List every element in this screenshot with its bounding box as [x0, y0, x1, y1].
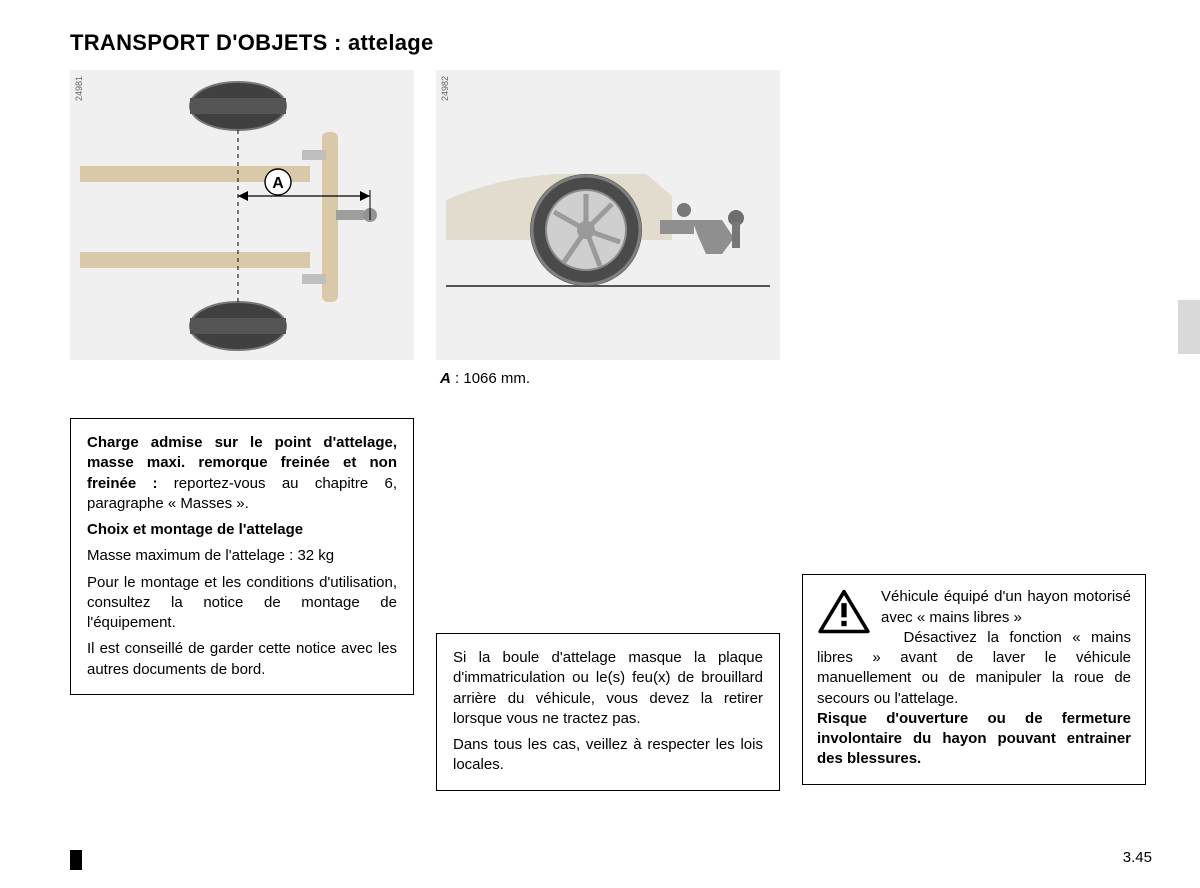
plate-warning-p2: Dans tous les cas, veillez à respecter l… [453, 735, 763, 776]
towbar-mass: Masse maximum de l'attelage : 32 kg [87, 546, 397, 566]
figure-id-right: 24982 [440, 76, 450, 101]
load-info-box: Charge admise sur le point d'attelage, m… [70, 418, 414, 695]
svg-text:A: A [272, 175, 284, 192]
figure-wheel-side: 24982 [436, 70, 780, 360]
hands-free-p3: Risque d'ouverture ou de fermeture invol… [817, 709, 1131, 770]
three-columns: 24981 [70, 70, 1152, 791]
manual-page: TRANSPORT D'OBJETS : attelage 24981 [0, 0, 1200, 888]
page-title: TRANSPORT D'OBJETS : attelage [70, 30, 1152, 56]
towbar-usage: Pour le montage et les conditions d'util… [87, 573, 397, 634]
figure-id-left: 24981 [74, 76, 84, 101]
page-number: 3.45 [1123, 849, 1152, 866]
section-tab [1178, 300, 1200, 354]
wheel-side-svg [436, 70, 780, 360]
warning-triangle-icon [817, 589, 871, 635]
plate-warning-box: Si la boule d'attelage masque la plaque … [436, 633, 780, 791]
hands-free-warning-box: Véhicule équipé d'un hayon motorisé avec… [802, 574, 1146, 784]
figure-chassis-top: 24981 [70, 70, 414, 360]
corner-marker [70, 850, 82, 870]
column-right: Véhicule équipé d'un hayon motorisé avec… [802, 70, 1146, 791]
column-middle: 24982 [436, 70, 780, 791]
dimension-a-value: A : 1066 mm. [440, 370, 780, 387]
load-paragraph: Charge admise sur le point d'attelage, m… [87, 433, 397, 514]
chassis-top-svg: A [70, 70, 414, 360]
hands-free-p2: Désactivez la fonction « mains libres » … [817, 628, 1131, 709]
plate-warning-p1: Si la boule d'attelage masque la plaque … [453, 648, 763, 729]
towbar-notice: Il est conseillé de garder cette notice … [87, 639, 397, 680]
column-left: 24981 [70, 70, 414, 791]
towbar-heading: Choix et montage de l'attelage [87, 520, 397, 540]
